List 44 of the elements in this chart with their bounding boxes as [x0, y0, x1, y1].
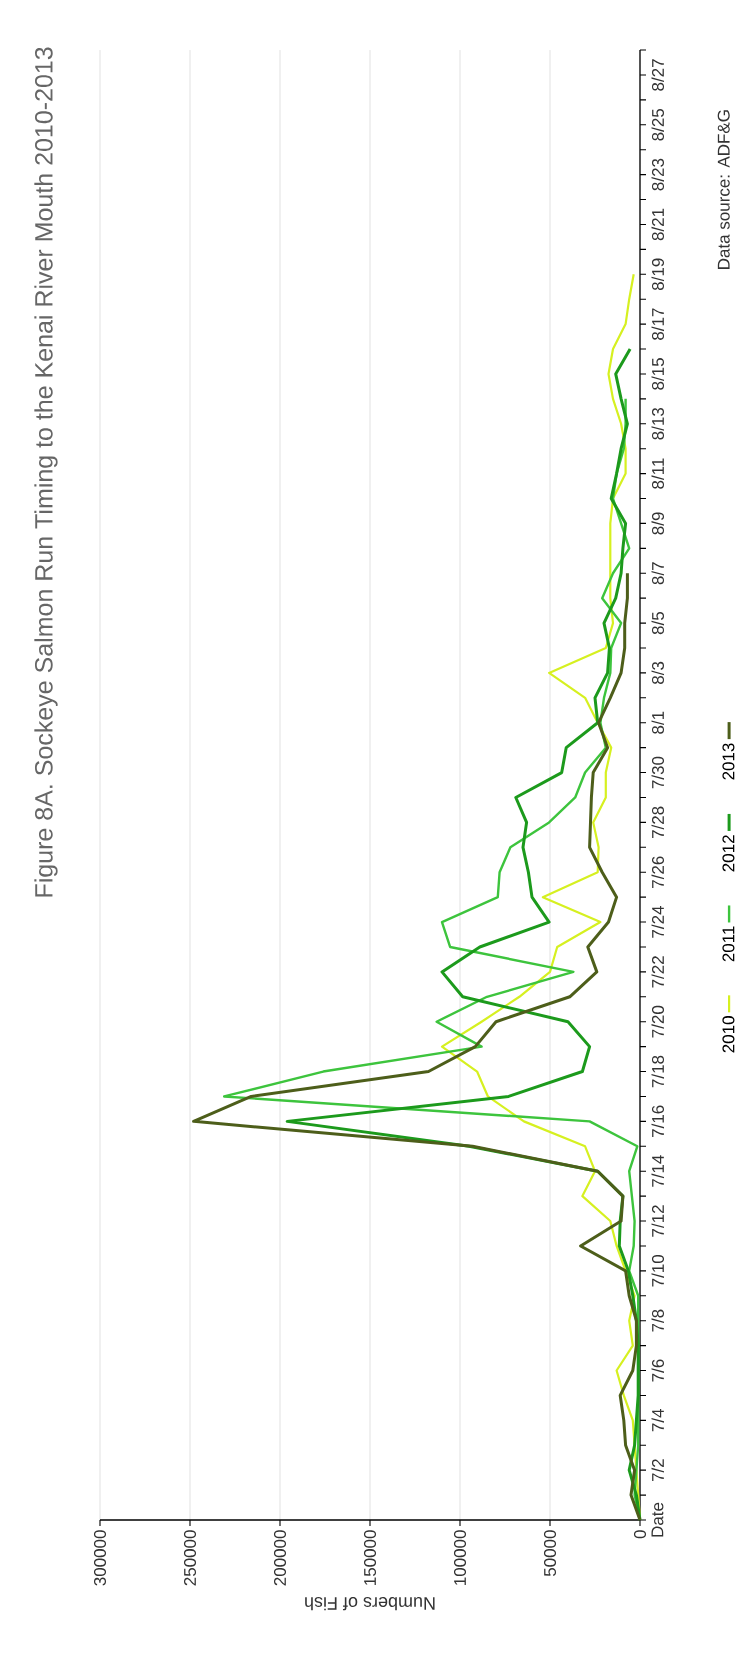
y-tick-label: 7/4	[651, 1409, 665, 1432]
y-tick-label: Date	[651, 1502, 664, 1537]
y-tick-label: 8/25	[651, 108, 665, 141]
y-tick-label: 7/12	[651, 1205, 665, 1237]
y-tick-label: 7/14	[651, 1155, 665, 1187]
y-tick-label: 7/24	[651, 906, 665, 938]
text: Figure 8A. Sockeye Salmon Run Timing to the Kenai River Mouth 2010-2013	[34, 47, 58, 897]
y-tick-label: 8/21	[651, 208, 665, 241]
y-tick-label: 8/11	[651, 458, 665, 489]
y-tick-label: 7/18	[651, 1055, 665, 1088]
x-tick-label: 300000	[93, 1530, 107, 1586]
x-tick-label: 0	[633, 1530, 647, 1539]
y-tick-label: 8/17	[651, 308, 665, 340]
x-tick-label: 150000	[363, 1530, 377, 1585]
y-tick-label: 8/3	[651, 661, 665, 684]
legend-label: 2010	[722, 1016, 735, 1053]
y-tick-label: 7/30	[651, 756, 665, 789]
x-tick-label: 50000	[543, 1530, 557, 1577]
y-tick-label: 7/20	[651, 1005, 665, 1038]
legend-label: 2013	[722, 743, 735, 780]
x-tick-label: 200000	[273, 1530, 287, 1586]
y-tick-label: 8/15	[651, 358, 665, 390]
y-tick-label: 7/28	[651, 806, 665, 839]
y-tick-label: 7/2	[651, 1459, 665, 1482]
x-tick-label: 100000	[453, 1530, 467, 1585]
y-tick-label: 8/5	[651, 611, 665, 635]
x-axis-title: Numbers of Fish	[305, 1597, 435, 1611]
y-tick-label: 8/1	[651, 711, 665, 734]
y-tick-label: 8/13	[651, 407, 665, 440]
y-tick-label: 7/8	[651, 1309, 665, 1332]
y-tick-label: 8/9	[651, 512, 665, 535]
y-tick-label: 7/6	[651, 1359, 665, 1382]
y-tick-label: 7/26	[651, 856, 665, 888]
legend-label: 2012	[722, 835, 735, 872]
y-tick-label: 7/16	[651, 1105, 665, 1138]
source-note: Data source: ADF&G	[717, 110, 730, 269]
legend-label: 2011	[722, 926, 735, 962]
y-tick-label: 8/7	[651, 562, 665, 585]
y-tick-label: 8/23	[651, 158, 665, 191]
x-tick-label: 250000	[183, 1530, 197, 1586]
y-tick-label: 7/22	[651, 956, 665, 988]
y-tick-label: 8/27	[651, 59, 665, 91]
y-tick-label: 8/19	[651, 258, 665, 291]
y-tick-label: 7/10	[651, 1254, 665, 1287]
